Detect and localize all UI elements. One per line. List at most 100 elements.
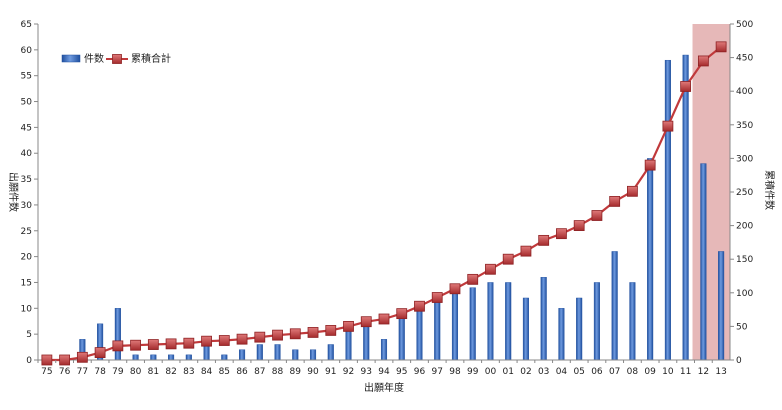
right-tick-label: 500 — [736, 20, 753, 30]
bar — [221, 354, 228, 361]
line-point — [183, 337, 195, 349]
x-tick-label: 87 — [254, 367, 265, 377]
bar — [718, 251, 725, 361]
legend-line-label: 累積合計 — [131, 52, 171, 65]
bar — [487, 282, 494, 361]
x-tick-label: 02 — [520, 367, 531, 377]
left-tick-label: 30 — [21, 201, 33, 211]
line-point — [41, 354, 53, 366]
x-tick-label: 86 — [236, 367, 248, 377]
line-point — [201, 335, 212, 347]
x-tick-label: 92 — [343, 367, 354, 377]
line-point — [396, 308, 408, 320]
line-point — [325, 325, 337, 336]
bar — [132, 354, 139, 361]
line-point — [609, 196, 621, 207]
x-tick-label: 04 — [556, 367, 568, 377]
x-tick-label: 83 — [183, 367, 194, 377]
legend-bar-label: 件数 — [84, 52, 104, 65]
x-tick-label: 07 — [609, 367, 620, 377]
right-axis-title: 累積件数 — [763, 170, 776, 210]
x-tick-label: 11 — [680, 367, 691, 377]
x-tick-label: 79 — [112, 367, 124, 377]
right-tick-label: 0 — [736, 356, 742, 366]
bar — [256, 344, 263, 361]
line-point — [289, 328, 301, 340]
x-tick-label: 88 — [272, 367, 284, 377]
x-tick-label: 99 — [467, 367, 479, 377]
line-point — [573, 220, 585, 232]
bar — [558, 308, 565, 361]
line-point — [485, 263, 496, 275]
line-point — [130, 339, 141, 351]
left-tick-label: 65 — [21, 20, 32, 30]
x-tick-label: 82 — [165, 367, 176, 377]
bar — [380, 339, 388, 361]
line-point — [644, 159, 656, 171]
line-point — [449, 283, 461, 295]
right-tick-label: 300 — [736, 154, 753, 164]
left-tick-label: 50 — [21, 98, 33, 108]
bar — [647, 158, 654, 361]
line-point — [556, 228, 567, 240]
x-tick-label: 81 — [148, 367, 159, 377]
x-tick-label: 09 — [644, 367, 656, 377]
line-point — [591, 210, 603, 221]
right-tick-label: 400 — [736, 87, 753, 97]
x-tick-label: 05 — [573, 367, 584, 377]
left-axis-title: 出願件数 — [7, 172, 20, 212]
bar — [363, 323, 370, 361]
line-point — [662, 120, 674, 132]
line-point — [467, 273, 479, 285]
bar — [522, 297, 529, 361]
x-tick-label: 90 — [307, 367, 319, 377]
line-point — [76, 351, 88, 363]
line-point — [254, 331, 266, 343]
left-tick-label: 10 — [21, 304, 33, 314]
right-tick-label: 150 — [736, 255, 753, 265]
bar — [576, 297, 583, 361]
line-point — [307, 327, 319, 338]
x-tick-label: 03 — [538, 367, 549, 377]
bar — [168, 354, 175, 361]
bar — [664, 59, 671, 361]
x-tick-label: 95 — [396, 367, 407, 377]
bar — [274, 344, 281, 361]
bar — [398, 318, 405, 361]
line-point — [627, 185, 638, 197]
bar — [150, 354, 157, 361]
x-tick-label: 77 — [77, 367, 88, 377]
line-point — [343, 320, 354, 332]
line-point — [715, 41, 727, 53]
bar — [629, 282, 636, 361]
line-point — [697, 55, 709, 67]
bar — [593, 282, 600, 361]
bar — [469, 287, 476, 361]
x-tick-label: 13 — [715, 367, 726, 377]
right-tick-label: 350 — [736, 121, 753, 131]
legend-line-marker — [112, 54, 122, 64]
bar — [292, 349, 299, 361]
x-tick-label: 94 — [378, 367, 390, 377]
x-tick-label: 97 — [432, 367, 443, 377]
bar — [203, 344, 210, 361]
legend: 件数 累積合計 — [61, 52, 171, 65]
line-point — [378, 313, 390, 325]
highlight-region — [692, 24, 730, 360]
right-tick-label: 50 — [736, 322, 748, 332]
left-tick-label: 20 — [21, 253, 33, 263]
line-point — [520, 245, 532, 257]
legend-bar-swatch — [61, 54, 81, 63]
line-point — [414, 300, 425, 312]
line-point — [538, 234, 550, 246]
left-tick-label: 35 — [21, 175, 32, 185]
left-tick-label: 60 — [21, 46, 33, 56]
left-tick-label: 15 — [21, 278, 32, 288]
x-tick-label: 85 — [219, 367, 230, 377]
left-tick-label: 40 — [21, 149, 33, 159]
x-tick-label: 01 — [502, 367, 513, 377]
x-axis-title: 出願年度 — [364, 381, 404, 394]
x-tick-label: 91 — [325, 367, 336, 377]
bar — [540, 277, 547, 361]
x-tick-label: 93 — [361, 367, 372, 377]
